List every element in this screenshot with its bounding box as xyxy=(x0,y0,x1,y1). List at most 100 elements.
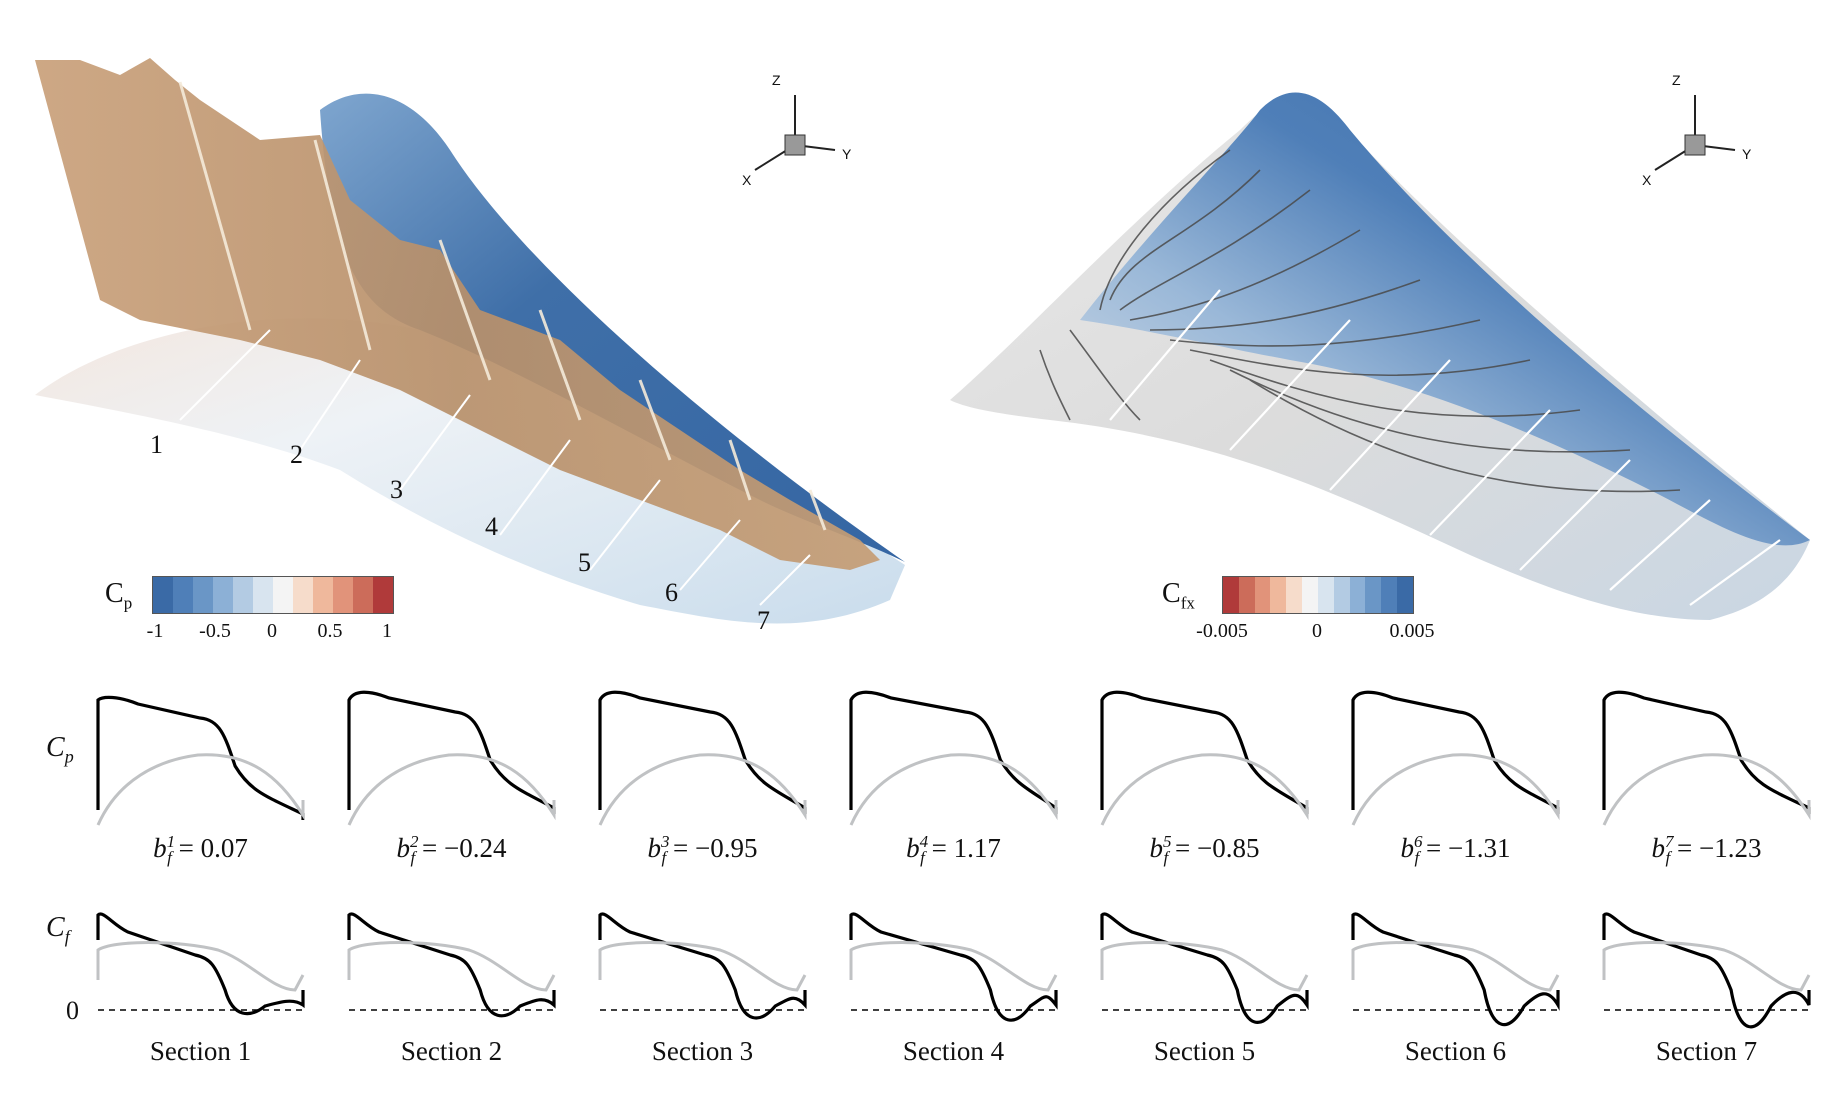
bf-value-label: b6f = −1.31 xyxy=(1400,832,1511,868)
colorbar-swatch xyxy=(293,577,313,613)
triad-z-label: Z xyxy=(772,72,781,88)
colorbar-swatch xyxy=(1365,577,1382,613)
cp-tick: -0.5 xyxy=(199,620,231,642)
skin-friction-lines xyxy=(1039,149,1681,493)
bf-value-label: b4f = 1.17 xyxy=(906,832,1001,868)
cp-tick: 1 xyxy=(382,620,392,642)
section-number-7: 7 xyxy=(757,606,770,635)
shock-iso-surface xyxy=(35,58,880,570)
section-plots xyxy=(96,690,1811,1029)
cf-lower-curve xyxy=(598,941,807,992)
cf-upper-curve xyxy=(598,912,807,1020)
bf-value-label: b3f = −0.95 xyxy=(647,832,758,868)
cf-lower-curve xyxy=(1100,941,1309,992)
cf-upper-curve xyxy=(849,912,1058,1022)
colorbar-swatch xyxy=(1397,577,1413,613)
cf-lower-curve xyxy=(1602,941,1811,992)
cf-lower-curve xyxy=(849,941,1058,992)
cf-upper-curve xyxy=(1602,912,1811,1029)
lower-section-lines xyxy=(179,329,811,606)
axis-triad-left xyxy=(754,95,836,171)
cp-lower-curve xyxy=(1351,753,1560,826)
triad-y-label: Y xyxy=(842,146,852,162)
section-label: Section 2 xyxy=(400,1036,503,1066)
colorbar-swatch xyxy=(1286,577,1303,613)
section-number-3: 3 xyxy=(390,475,403,504)
section-number-6: 6 xyxy=(665,578,678,607)
triad-x-label: X xyxy=(1642,172,1652,188)
triad-x-label: X xyxy=(742,172,752,188)
section-number-5: 5 xyxy=(578,548,591,577)
cp-lower-curve xyxy=(598,753,807,826)
colorbar-swatch xyxy=(333,577,353,613)
cf-upper-curve xyxy=(96,912,305,1016)
colorbar-swatch xyxy=(1223,577,1239,613)
cp-lower-curve xyxy=(1100,753,1309,826)
cf-upper-curve xyxy=(1100,912,1309,1024)
cp-row-label: Cp xyxy=(46,732,74,767)
wing-lower-surface xyxy=(35,318,905,624)
cf-upper-curve xyxy=(347,912,556,1018)
section-cut-lines xyxy=(178,81,827,531)
colorbar-swatch xyxy=(1333,577,1350,613)
cp-lower-curve xyxy=(1602,753,1811,826)
section-label: Section 1 xyxy=(149,1036,252,1066)
cp-tick: 0 xyxy=(267,620,277,642)
section-cut-lines-right xyxy=(1109,289,1781,606)
axis-triad-right xyxy=(1654,95,1736,171)
colorbar-swatch xyxy=(233,577,253,613)
cp-surface-panel: Z Y X 1 2 3 4 5 6 7 Cp -1 -0.5 0 0.5 1 xyxy=(0,0,920,660)
cp-surface-render xyxy=(35,58,905,624)
cfx-colorbar-title: Cfx xyxy=(1162,578,1195,613)
wing-upper-surface xyxy=(320,93,905,562)
cp-tick: -1 xyxy=(146,620,164,642)
triad-y-label: Y xyxy=(1742,146,1752,162)
cp-lower-curve xyxy=(347,753,556,826)
cfx-colorbar xyxy=(1222,576,1414,614)
section-label: Section 5 xyxy=(1153,1036,1256,1066)
cp-upper-curve xyxy=(96,695,305,820)
cf-lower-curve xyxy=(1351,941,1560,992)
colorbar-swatch xyxy=(253,577,273,613)
bf-value-label: b5f = −0.85 xyxy=(1149,832,1260,868)
colorbar-swatch xyxy=(153,577,173,613)
colorbar-swatch xyxy=(213,577,233,613)
colorbar-swatch xyxy=(1381,577,1398,613)
section-label: Section 3 xyxy=(651,1036,754,1066)
triad-z-label: Z xyxy=(1672,72,1681,88)
section-number-4: 4 xyxy=(485,512,498,541)
cp-upper-curve xyxy=(598,690,807,814)
cp-colorbar-title: Cp xyxy=(105,578,133,613)
bf-value-label: b1f = 0.07 xyxy=(153,832,248,868)
cp-upper-curve xyxy=(1100,690,1309,814)
colorbar-swatch xyxy=(1254,577,1271,613)
cp-upper-curve xyxy=(1602,690,1811,814)
cf-zero-label: 0 xyxy=(66,996,79,1025)
colorbar-swatch xyxy=(353,577,373,613)
colorbar-swatch xyxy=(1270,577,1287,613)
cf-lower-curve xyxy=(96,941,305,992)
bf-value-label: b2f = −0.24 xyxy=(396,832,507,868)
cp-tick: 0.5 xyxy=(317,620,343,642)
cfx-tick: 0 xyxy=(1312,620,1322,642)
cp-upper-curve xyxy=(347,690,556,814)
colorbar-swatch xyxy=(1238,577,1255,613)
cfx-tick: 0.005 xyxy=(1389,620,1435,642)
colorbar-swatch xyxy=(373,577,393,613)
cf-upper-curve xyxy=(1351,912,1560,1027)
colorbar-swatch xyxy=(1302,577,1318,613)
colorbar-swatch xyxy=(313,577,333,613)
cf-lower-curve xyxy=(347,941,556,992)
colorbar-swatch xyxy=(1317,577,1334,613)
cfx-tick: -0.005 xyxy=(1196,620,1248,642)
section-label: Section 7 xyxy=(1655,1036,1758,1066)
cp-lower-curve xyxy=(96,753,305,826)
wing-surface-upper xyxy=(1080,92,1810,546)
cf-row-label: Cf xyxy=(46,912,70,947)
bf-value-label: b7f = −1.23 xyxy=(1651,832,1762,868)
colorbar-swatch xyxy=(173,577,193,613)
cfx-surface-render xyxy=(950,92,1810,620)
cfx-surface-panel: Z Y X Cfx -0.005 0 0.005 xyxy=(930,0,1836,660)
colorbar-swatch xyxy=(1349,577,1366,613)
cp-colorbar xyxy=(152,576,394,614)
